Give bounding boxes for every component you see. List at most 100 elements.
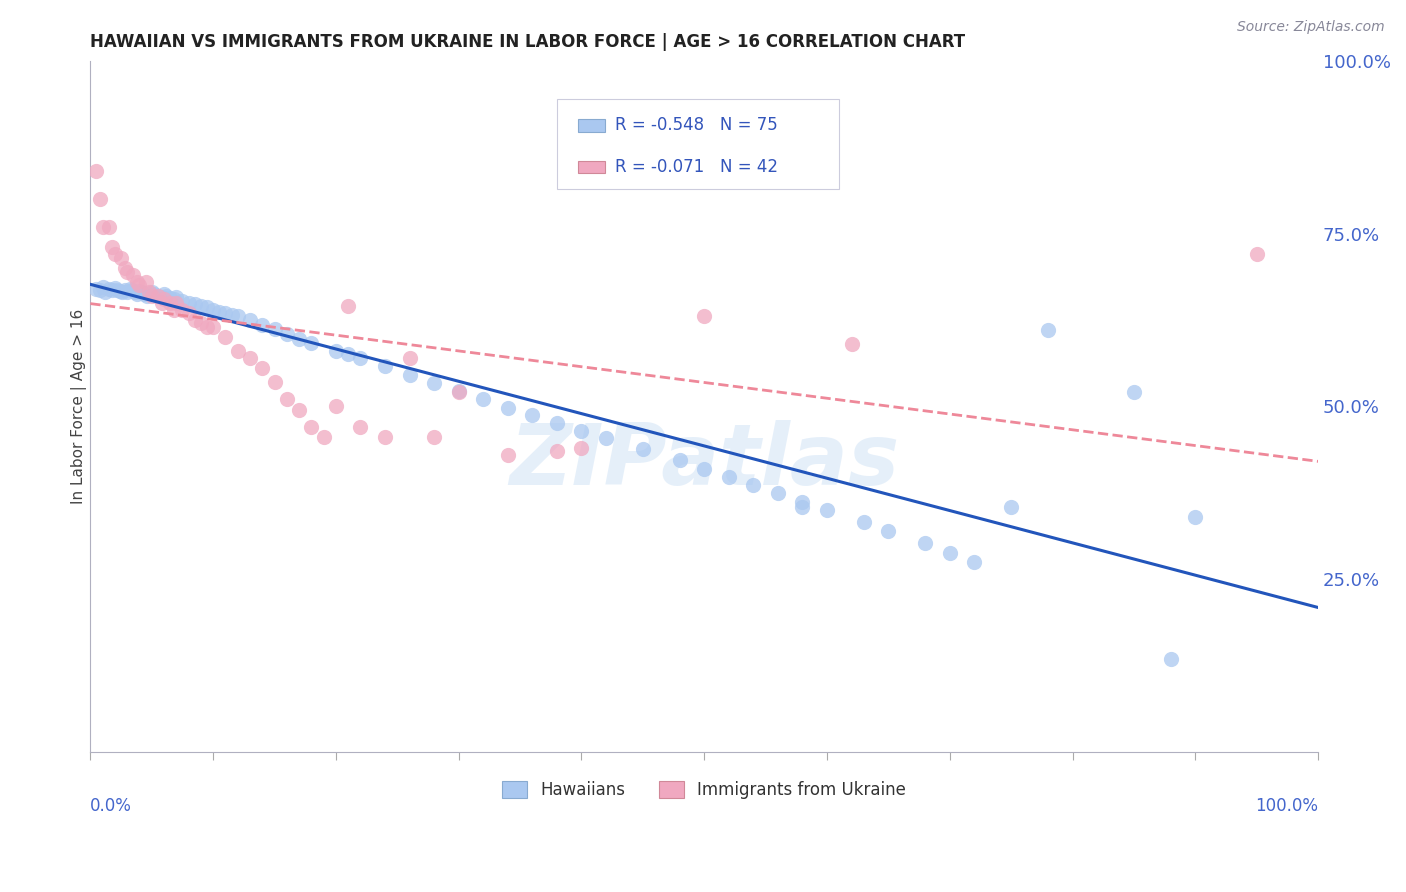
Point <box>1246 247 1268 261</box>
Point <box>963 555 986 569</box>
Point <box>496 448 519 462</box>
FancyBboxPatch shape <box>578 120 605 131</box>
Point <box>496 401 519 415</box>
Point <box>91 219 114 234</box>
Point <box>288 402 311 417</box>
Point <box>177 295 200 310</box>
Point <box>717 470 740 484</box>
Text: ZIPatlas: ZIPatlas <box>509 420 900 503</box>
Point <box>153 287 176 301</box>
Text: HAWAIIAN VS IMMIGRANTS FROM UKRAINE IN LABOR FORCE | AGE > 16 CORRELATION CHART: HAWAIIAN VS IMMIGRANTS FROM UKRAINE IN L… <box>90 33 966 51</box>
Point <box>89 283 111 297</box>
Point <box>115 285 138 299</box>
Point <box>447 384 470 398</box>
Point <box>125 275 148 289</box>
Point <box>121 283 143 297</box>
Point <box>135 289 157 303</box>
Y-axis label: In Labor Force | Age > 16: In Labor Force | Age > 16 <box>72 309 87 504</box>
Point <box>815 503 838 517</box>
Point <box>276 326 298 341</box>
Point <box>571 441 593 455</box>
Point <box>841 337 863 351</box>
Point <box>299 335 322 350</box>
Point <box>124 285 146 300</box>
Point <box>472 392 495 407</box>
Point <box>97 282 120 296</box>
Point <box>114 261 136 276</box>
Point <box>398 368 420 382</box>
Point <box>1184 509 1206 524</box>
Point <box>374 430 396 444</box>
Point <box>108 284 131 298</box>
Point <box>1036 323 1059 337</box>
Point <box>349 420 371 434</box>
Point <box>522 409 544 423</box>
Point <box>155 289 177 303</box>
Point <box>325 344 347 359</box>
Point <box>146 289 169 303</box>
Point <box>195 301 218 315</box>
Point <box>86 282 108 296</box>
Point <box>595 431 617 445</box>
Point <box>325 400 347 414</box>
Point <box>877 524 900 538</box>
Point <box>150 295 173 310</box>
Point <box>263 375 285 389</box>
Point <box>135 275 157 289</box>
Point <box>288 332 311 346</box>
Point <box>263 322 285 336</box>
Point <box>111 285 134 300</box>
Text: 100.0%: 100.0% <box>1256 797 1319 815</box>
Point <box>105 283 128 297</box>
Point <box>337 299 360 313</box>
Point <box>208 304 231 318</box>
Point <box>792 494 814 508</box>
Point <box>299 420 322 434</box>
Point <box>128 284 150 298</box>
Point <box>226 344 249 359</box>
Point <box>143 287 166 301</box>
Point <box>1160 651 1182 665</box>
Point <box>150 290 173 304</box>
Point <box>546 416 568 430</box>
Point <box>423 376 446 390</box>
Point <box>146 289 169 303</box>
Point <box>374 359 396 374</box>
Point <box>94 285 117 300</box>
FancyBboxPatch shape <box>557 99 839 188</box>
Point <box>1123 385 1146 400</box>
Point <box>172 302 194 317</box>
Point <box>141 289 163 303</box>
Point <box>693 310 716 324</box>
Point <box>252 318 274 332</box>
Point <box>104 247 127 261</box>
Text: R = -0.548   N = 75: R = -0.548 N = 75 <box>614 117 778 135</box>
Point <box>190 299 212 313</box>
Text: Source: ZipAtlas.com: Source: ZipAtlas.com <box>1237 20 1385 34</box>
Text: R = -0.071   N = 42: R = -0.071 N = 42 <box>614 158 778 176</box>
Point <box>138 285 160 300</box>
Point <box>97 219 120 234</box>
Point <box>276 392 298 407</box>
Point <box>195 319 218 334</box>
Point <box>183 297 205 311</box>
Text: 0.0%: 0.0% <box>90 797 132 815</box>
Point <box>423 430 446 444</box>
Point <box>226 310 249 324</box>
Point <box>153 292 176 306</box>
Point <box>239 351 262 365</box>
Point <box>134 286 156 301</box>
Point <box>101 240 124 254</box>
Point <box>668 453 690 467</box>
Point <box>110 251 132 265</box>
Point <box>122 268 145 282</box>
Point <box>852 516 875 530</box>
Point <box>631 442 654 457</box>
FancyBboxPatch shape <box>578 161 605 173</box>
Point <box>141 285 163 300</box>
Point <box>165 290 187 304</box>
Point <box>101 283 124 297</box>
Point <box>89 192 111 206</box>
Point <box>312 430 335 444</box>
Point <box>104 281 127 295</box>
